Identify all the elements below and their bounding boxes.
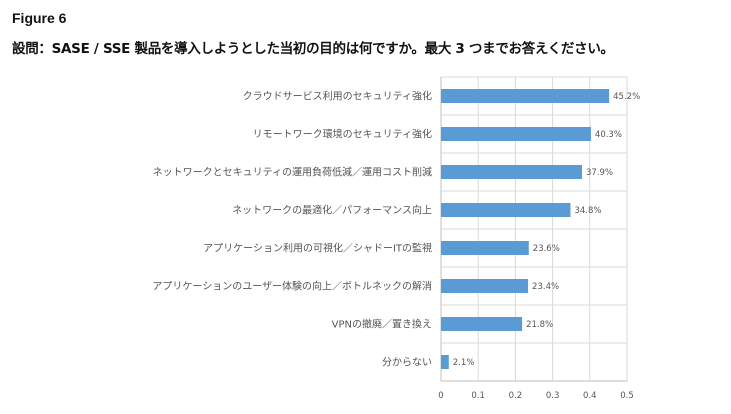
bar [441, 317, 523, 331]
category-label: アプリケーション利用の可視化／シャドーITの監視 [203, 242, 432, 255]
bar [441, 165, 582, 179]
bar [441, 279, 529, 293]
bar [441, 241, 529, 255]
category-label: リモートワーク環境のセキュリティ強化 [253, 128, 432, 141]
data-label: 34.8% [574, 206, 601, 216]
category-label: クラウドサービス利用のセキュリティ強化 [243, 90, 432, 103]
bar [441, 203, 571, 217]
category-label: アプリケーションのユーザー体験の向上／ボトルネックの解消 [152, 280, 432, 293]
data-label: 21.8% [526, 320, 553, 330]
category-label: 分からない [382, 357, 432, 369]
category-label: VPNの撤廃／置き換え [332, 318, 432, 331]
x-tick-label: 0.4 [583, 391, 597, 401]
chart-title: 設問：SASE / SSE 製品を導入しようとした当初の目的は何ですか。最大 3… [12, 41, 614, 57]
bar [441, 355, 449, 369]
data-label: 40.3% [595, 130, 622, 140]
data-label: 37.9% [586, 168, 613, 178]
data-label: 23.6% [533, 244, 560, 254]
x-tick-label: 0 [438, 391, 443, 401]
x-tick-label: 0.3 [546, 391, 560, 401]
data-label: 2.1% [453, 358, 475, 368]
bar [441, 89, 610, 103]
x-tick-label: 0.1 [471, 391, 485, 401]
figure-label: Figure 6 [12, 10, 67, 26]
data-label: 23.4% [532, 282, 559, 292]
data-label: 45.2% [613, 92, 640, 102]
x-tick-label: 0.2 [509, 391, 523, 401]
bar [441, 127, 591, 141]
category-label: ネットワークとセキュリティの運用負荷低減／運用コスト削減 [153, 166, 432, 179]
category-label: ネットワークの最適化／パフォーマンス向上 [232, 204, 432, 217]
x-tick-label: 0.5 [620, 391, 634, 401]
